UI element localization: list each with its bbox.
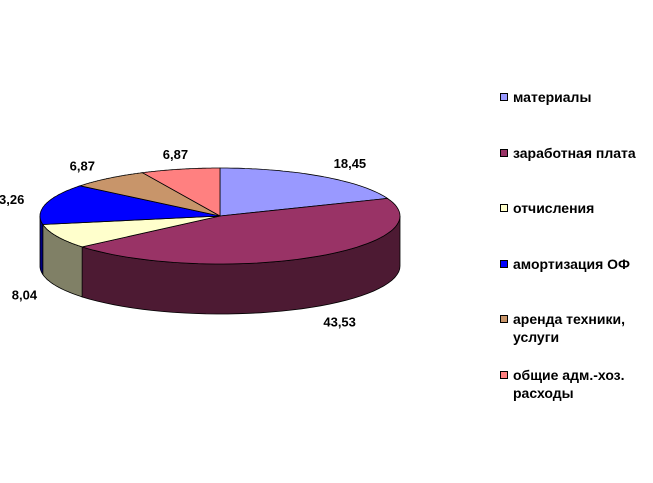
data-label: 8,04 <box>12 288 38 303</box>
legend-entry: амортизация ОФ <box>500 255 650 273</box>
legend-label: амортизация ОФ <box>513 255 631 272</box>
legend-label: аренда техники, услуги <box>513 311 625 345</box>
legend-swatch <box>500 315 508 323</box>
legend-swatch <box>500 370 508 379</box>
slice-top <box>78 172 221 217</box>
legend-label: заработная плата <box>513 144 636 161</box>
pie-slice <box>78 172 221 217</box>
legend-entry: материалы <box>500 88 650 106</box>
pie-slice <box>219 167 389 217</box>
legend-swatch <box>500 148 508 157</box>
slice-top <box>39 185 221 225</box>
legend-swatch <box>500 259 508 268</box>
legend-swatch <box>500 93 508 101</box>
data-label: 18,45 <box>334 156 367 171</box>
slice-top <box>80 197 401 265</box>
legend-label: общие адм.-хоз. расходы <box>513 366 625 401</box>
legend-entry: заработная плата <box>500 144 650 162</box>
legend-swatch <box>500 204 508 212</box>
legend-entry: отчисления <box>500 199 650 217</box>
legend-entry: общие адм.-хоз. расходы <box>500 366 650 402</box>
slice-side <box>39 216 44 275</box>
data-label: 43,53 <box>323 315 356 330</box>
pie-slice <box>141 167 221 217</box>
data-label: 6,87 <box>70 159 95 174</box>
data-label: 6,87 <box>163 147 188 162</box>
legend-label: отчисления <box>513 200 595 216</box>
legend-entry: аренда техники, услуги <box>500 310 650 346</box>
pie-slice <box>39 185 221 275</box>
pie-slice <box>42 215 221 298</box>
pie-slice <box>80 197 401 315</box>
data-label: 13,26 <box>0 192 24 207</box>
slice-top <box>219 167 389 217</box>
slice-top <box>141 167 221 217</box>
legend-label: материалы <box>513 89 592 105</box>
slice-top <box>42 215 221 248</box>
